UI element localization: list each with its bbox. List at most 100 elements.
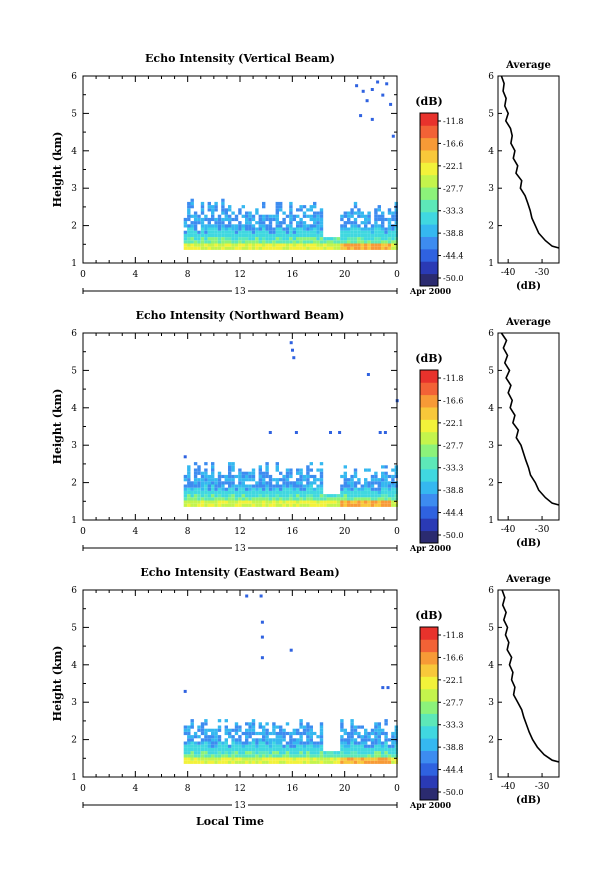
echo-cell	[204, 500, 208, 504]
echo-cell	[364, 494, 368, 498]
echo-cell	[306, 468, 310, 472]
echo-cell	[306, 484, 310, 488]
echo-cell	[187, 497, 191, 501]
echo-cell	[207, 487, 211, 491]
echo-cell	[292, 487, 296, 491]
echo-cell	[343, 233, 347, 238]
echo-cell	[224, 243, 228, 247]
echo-cell	[258, 747, 262, 752]
echo-cell	[353, 471, 358, 475]
echo-cell	[340, 744, 344, 748]
echo-cell	[238, 754, 242, 758]
echo-cell	[262, 201, 266, 206]
echo-cell	[343, 211, 347, 215]
echo-cell	[224, 217, 228, 222]
echo-cell	[289, 230, 293, 234]
echo-cell	[279, 494, 283, 498]
echo-cell	[190, 760, 194, 764]
y-tick-label: 1	[71, 516, 77, 526]
echo-cell	[313, 478, 317, 482]
echo-cell	[207, 246, 211, 250]
echo-cell	[364, 735, 368, 739]
colorbar-segment	[420, 137, 438, 151]
echo-cell	[197, 246, 201, 250]
echo-cell	[207, 754, 211, 758]
profile-y-tick-label: 5	[488, 109, 494, 119]
echo-cell	[211, 237, 215, 241]
echo-cell	[282, 487, 286, 491]
echo-cell	[279, 747, 283, 752]
echo-cell	[204, 497, 208, 501]
echo-cell	[285, 478, 290, 482]
echo-cell	[285, 731, 290, 736]
echo-cell	[251, 240, 256, 244]
echo-cell	[360, 747, 364, 752]
sparse-echo	[383, 431, 387, 434]
echo-cell	[183, 246, 188, 250]
echo-cell	[248, 217, 252, 222]
echo-cell	[224, 237, 228, 241]
echo-cell	[353, 221, 358, 225]
echo-cell	[364, 227, 368, 231]
echo-cell	[319, 233, 324, 238]
echo-cell	[262, 230, 266, 234]
echo-cell	[309, 481, 313, 485]
echo-cell	[292, 243, 296, 247]
sparse-echo	[386, 686, 390, 690]
echo-cell	[272, 754, 276, 758]
echo-cell	[302, 490, 307, 495]
echo-cell	[357, 233, 361, 238]
echo-cell	[221, 211, 225, 215]
echo-cell	[313, 490, 317, 495]
echo-cell	[381, 731, 385, 736]
echo-cell	[238, 481, 242, 485]
echo-cell	[231, 217, 235, 222]
echo-cell	[340, 751, 344, 755]
echo-cell	[224, 211, 228, 215]
echo-cell	[289, 735, 293, 739]
echo-cell	[228, 500, 232, 504]
echo-cell	[258, 224, 262, 228]
echo-cell	[316, 500, 320, 504]
echo-cell	[377, 237, 381, 241]
echo-cell	[265, 465, 269, 469]
echo-cell	[296, 214, 300, 218]
echo-cell	[217, 246, 222, 250]
echo-cell	[302, 725, 307, 729]
echo-cell	[330, 243, 334, 247]
echo-cell	[221, 760, 225, 764]
echo-cell	[265, 731, 269, 736]
echo-cell	[387, 474, 392, 479]
echo-cell	[326, 237, 330, 241]
echo-cell	[211, 471, 215, 475]
echo-cell	[357, 490, 361, 495]
echo-cell	[187, 738, 191, 742]
echo-cell	[319, 230, 324, 234]
echo-cell	[319, 500, 324, 504]
echo-cell	[231, 462, 235, 466]
echo-cell	[394, 246, 398, 250]
echo-cell	[299, 474, 303, 479]
echo-cell	[343, 221, 347, 225]
sparse-echo	[292, 356, 296, 360]
echo-cell	[381, 211, 385, 215]
echo-cell	[347, 757, 351, 761]
echo-cell	[357, 227, 361, 231]
echo-cell	[299, 738, 303, 742]
echo-cell	[255, 233, 259, 238]
echo-cell	[367, 747, 371, 752]
echo-cell	[370, 233, 375, 238]
echo-cell	[302, 503, 307, 507]
echo-cell	[190, 744, 194, 748]
echo-cell	[193, 217, 198, 222]
echo-cell	[214, 478, 218, 482]
echo-cell	[384, 500, 388, 504]
echo-cell	[306, 760, 310, 764]
y-tick-label: 5	[71, 366, 77, 376]
echo-cell	[367, 246, 371, 250]
echo-cell	[279, 757, 283, 761]
echo-cell	[245, 246, 249, 250]
echo-cell	[221, 198, 225, 202]
panel-1: Echo Intensity (Vertical Beam)0 4 8 12 16 20 0…	[51, 52, 560, 297]
echo-cell	[200, 754, 205, 758]
